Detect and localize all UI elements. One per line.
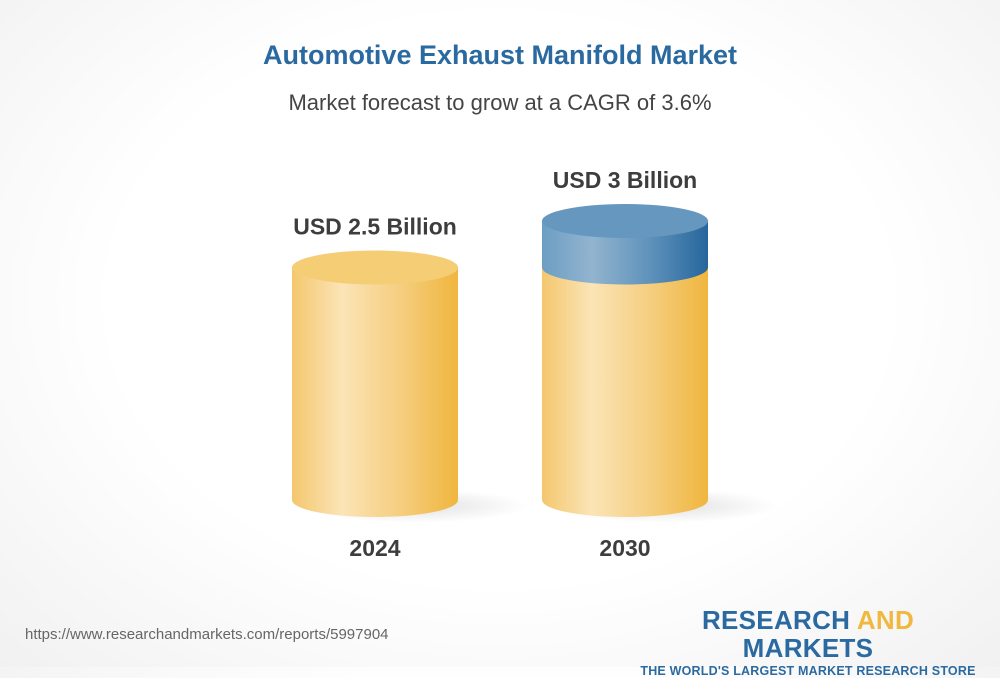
logo-text-2: AND — [856, 605, 915, 635]
chart-subtitle: Market forecast to grow at a CAGR of 3.6… — [288, 90, 712, 115]
value-label: USD 3 Billion — [553, 167, 697, 193]
chart-title: Automotive Exhaust Manifold Market — [262, 40, 738, 70]
research-and-markets-logo: RESEARCH AND MARKETS THE WORLD'S LARGEST… — [640, 606, 976, 678]
category-label: 2030 — [599, 535, 650, 561]
bar-top-2030 — [542, 204, 708, 238]
value-label: USD 2.5 Billion — [293, 214, 457, 240]
logo-tagline: THE WORLD'S LARGEST MARKET RESEARCH STOR… — [640, 664, 976, 678]
logo-text-3: MARKETS — [742, 633, 874, 663]
logo-text-1: RESEARCH — [701, 605, 857, 635]
bar-base-2024 — [292, 267, 458, 517]
bar-growth-2030 — [542, 221, 708, 285]
source-url[interactable]: https://www.researchandmarkets.com/repor… — [25, 626, 389, 643]
bar-base-2030 — [542, 267, 708, 517]
category-label: 2024 — [349, 535, 400, 561]
bar-top-2024 — [292, 250, 458, 285]
